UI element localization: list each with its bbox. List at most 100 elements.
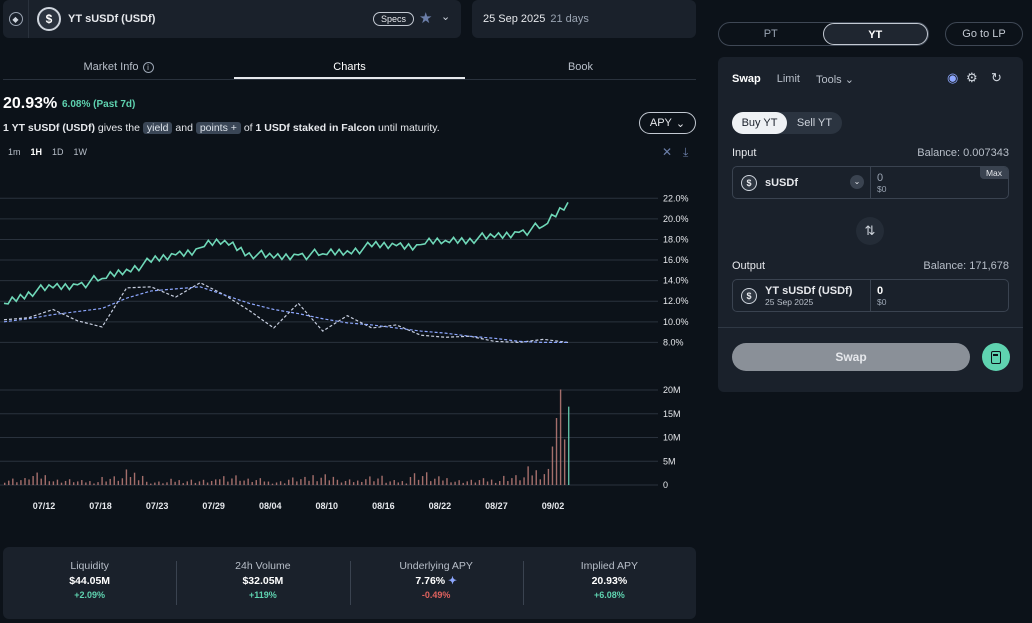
volume-bar <box>563 439 566 485</box>
volume-bar <box>259 478 262 485</box>
gear-icon[interactable]: ⚙ <box>966 70 978 85</box>
tab-tools-label: Tools <box>815 74 842 86</box>
volume-bar <box>523 477 525 485</box>
y-tick-label: 12.0% <box>663 296 689 306</box>
volume-tick-label: 5M <box>663 456 676 466</box>
volume-bar <box>519 480 521 485</box>
trade-mode-tabs: Swap Limit Tools ⌄ <box>732 73 854 86</box>
favorite-star-icon[interactable]: ★ <box>419 10 433 27</box>
desc-text: of <box>240 122 256 134</box>
volume-bar <box>434 478 436 485</box>
volume-bar <box>288 479 290 485</box>
volume-bar <box>275 482 278 485</box>
market-title: YT sUSDf (USDf) <box>68 13 156 25</box>
tab-market-info[interactable]: Market Info i <box>3 56 234 79</box>
volume-bar <box>36 472 38 485</box>
pt-toggle[interactable]: PT <box>763 28 778 40</box>
range-1d[interactable]: 1D <box>52 147 64 157</box>
volume-bar <box>52 481 55 485</box>
volume-bar <box>332 476 335 485</box>
refresh-icon[interactable]: ↻ <box>991 70 1002 85</box>
calculator-button[interactable] <box>982 343 1010 371</box>
tab-book[interactable]: Book <box>465 56 696 79</box>
yield-chip[interactable]: yield <box>142 122 173 134</box>
metric-select[interactable]: APY ⌄ <box>639 112 696 134</box>
swap-direction-icon[interactable]: ⇅ <box>856 217 884 245</box>
info-icon: i <box>142 62 154 73</box>
go-to-lp-button[interactable]: Go to LP <box>945 22 1023 46</box>
stat-label: Underlying APY <box>399 560 473 572</box>
apy-chart: 22.0% 20.0% 18.0% 16.0% 14.0% 12.0% 10.0% 8.0% 2… <box>0 193 689 511</box>
x-tick-label: 09/02 <box>542 501 565 511</box>
y-tick-label: 16.0% <box>663 255 689 265</box>
sparkle-icon: ✦ <box>448 575 457 587</box>
volume-bar <box>438 476 440 485</box>
volume-bar <box>478 480 481 485</box>
susdf-coin-icon: $ <box>37 7 61 31</box>
range-1m[interactable]: 1m <box>8 147 21 157</box>
tools-icon[interactable]: ✕ <box>662 145 673 159</box>
swap-button[interactable]: Swap <box>732 343 970 371</box>
stat-value: $32.05M <box>242 575 284 587</box>
input-token-selector[interactable]: $ sUSDf ⌄ <box>733 167 871 198</box>
input-balance: Balance: 0.007343 <box>917 147 1009 159</box>
specs-button[interactable]: Specs <box>373 12 415 26</box>
volume-bar <box>28 479 30 485</box>
input-amount-field[interactable]: 0 $0 Max <box>871 167 1008 198</box>
volume-bar <box>64 480 67 485</box>
volume-bar <box>507 481 509 485</box>
volume-bar <box>251 481 253 485</box>
volume-bar <box>551 446 554 485</box>
range-1h[interactable]: 1H <box>30 147 43 157</box>
tab-swap[interactable]: Swap <box>732 73 761 85</box>
tab-limit[interactable]: Limit <box>776 73 800 85</box>
stat-value-wrap: 7.76% ✦ <box>350 575 523 587</box>
volume-bar <box>214 479 217 485</box>
desc-text: and <box>172 122 196 134</box>
volume-bar <box>85 482 87 485</box>
volume-bar <box>409 477 412 485</box>
y-tick-label: 8.0% <box>663 337 684 347</box>
dollar-coin-icon: $ <box>741 287 757 304</box>
dollar-coin-icon: $ <box>741 174 757 191</box>
tab-tools[interactable]: Tools ⌄ <box>816 73 854 86</box>
chevron-down-icon[interactable]: ⌄ <box>441 11 451 23</box>
sell-yt-button[interactable]: Sell YT <box>796 117 833 129</box>
volume-bar <box>283 483 286 485</box>
volume-bar <box>16 482 18 485</box>
volume-bar <box>113 476 115 485</box>
volume-tick-label: 20M <box>663 385 681 395</box>
volume-bar <box>482 478 485 485</box>
stat-value: 20.93% <box>591 575 628 587</box>
yt-toggle[interactable]: YT <box>822 23 928 45</box>
volume-bar <box>239 480 241 485</box>
volume-bar <box>397 482 399 485</box>
volume-bar <box>462 482 464 485</box>
points-chip[interactable]: points + <box>195 122 241 134</box>
x-tick-label: 07/18 <box>89 501 112 511</box>
volume-bar <box>450 482 452 485</box>
y-tick-label: 22.0% <box>663 193 689 203</box>
series-line-1 <box>3 282 569 344</box>
buy-yt-button[interactable]: Buy YT <box>732 112 787 134</box>
maturity-date: 25 Sep 2025 <box>483 13 546 25</box>
route-icon[interactable]: ◉ <box>947 70 959 85</box>
range-1w[interactable]: 1W <box>73 147 88 157</box>
volume-bar <box>446 478 448 485</box>
max-button[interactable]: Max <box>979 167 1008 179</box>
tab-label: Book <box>567 61 594 73</box>
tab-charts[interactable]: Charts <box>234 56 465 79</box>
volume-bar <box>141 475 144 485</box>
input-amount: 0 <box>877 172 884 184</box>
volume-bar <box>154 482 156 485</box>
output-balance: Balance: 171,678 <box>923 260 1009 272</box>
volume-bar <box>308 480 310 485</box>
volume-bar <box>393 480 395 485</box>
volume-bar <box>146 481 148 485</box>
volume-bar <box>202 479 205 485</box>
volume-bar <box>24 478 26 485</box>
volume-bar <box>77 481 79 485</box>
volume-bar <box>539 479 541 485</box>
download-icon[interactable]: ⤓ <box>683 145 689 159</box>
chain-selector[interactable]: ◆ <box>3 0 29 38</box>
